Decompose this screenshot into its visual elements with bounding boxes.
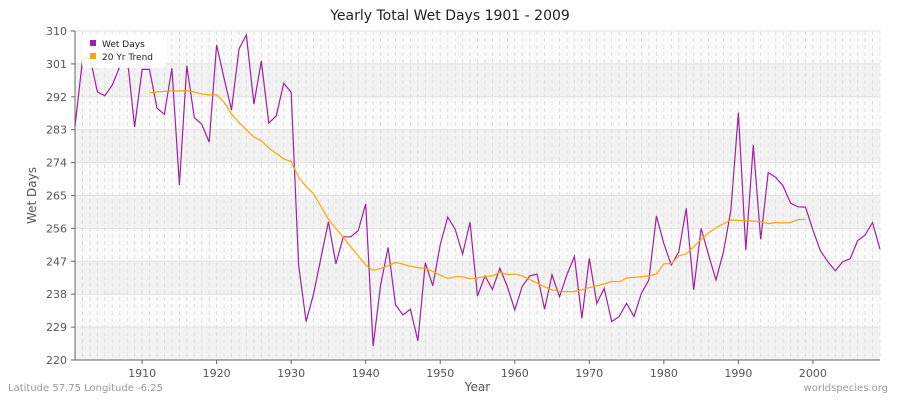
y-tick-label: 265 (46, 190, 67, 203)
y-tick-label: 310 (46, 25, 67, 38)
y-tick-label: 292 (46, 91, 67, 104)
trend-line (149, 89, 806, 293)
y-tick-label: 256 (46, 222, 67, 235)
y-axis-label: Wet Days (25, 167, 39, 224)
y-tick-label: 301 (46, 58, 67, 71)
chart-title: Yearly Total Wet Days 1901 - 2009 (330, 8, 570, 24)
wet-days-line (74, 32, 881, 347)
x-tick-label: 1950 (426, 367, 454, 380)
x-tick-label: 1980 (650, 367, 678, 380)
site-credit: worldspecies.org (803, 383, 888, 394)
x-tick-label: 1910 (128, 367, 156, 380)
y-tick-label: 220 (46, 354, 67, 367)
x-tick-label: 1970 (575, 367, 603, 380)
x-tick-label: 2000 (799, 367, 827, 380)
y-tick-label: 238 (46, 288, 67, 301)
x-tick-label: 1920 (203, 367, 231, 380)
x-tick-label: 1930 (277, 367, 305, 380)
x-tick-label: 1960 (501, 367, 529, 380)
legend-label: Wet Days (102, 40, 145, 50)
legend-swatch (90, 40, 96, 46)
y-tick-label: 247 (46, 255, 67, 268)
y-tick-label: 229 (46, 321, 67, 334)
legend-label: 20 Yr Trend (102, 53, 153, 63)
legend-box (82, 34, 166, 68)
x-axis-label: Year (464, 380, 490, 394)
y-tick-label: 274 (46, 157, 67, 170)
legend-swatch (90, 53, 96, 59)
x-tick-label: 1940 (352, 367, 380, 380)
x-tick-label: 1990 (724, 367, 752, 380)
location-label: Latitude 57.75 Longitude -6.25 (8, 383, 163, 394)
y-tick-label: 283 (46, 124, 67, 137)
